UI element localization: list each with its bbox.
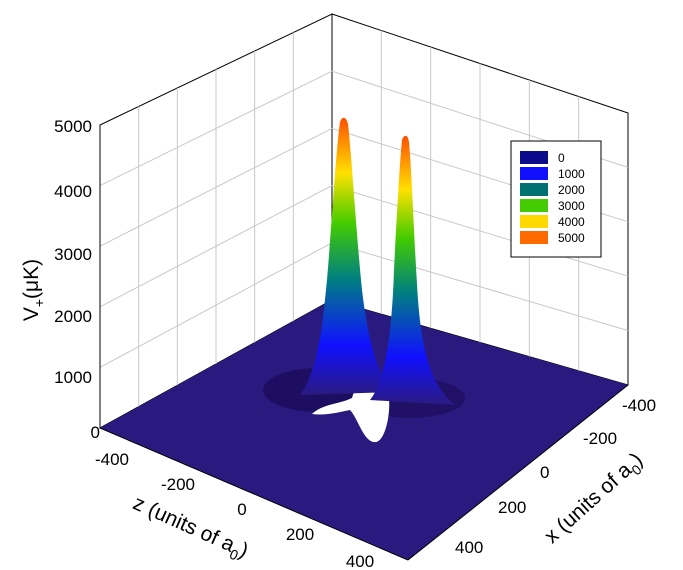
z-axis-title: z (units of a0): [128, 491, 252, 566]
v-tick-label: 1000: [54, 368, 92, 387]
legend: 0 1000 2000 3000 4000 5000: [510, 140, 602, 258]
legend-swatch: [520, 199, 548, 212]
x-tick-label: -400: [622, 396, 656, 415]
z-tick-label: -200: [161, 475, 195, 494]
legend-label: 1000: [558, 167, 585, 181]
peak-left: [300, 117, 392, 396]
v-tick-label: 2000: [54, 307, 92, 326]
x-axis-ticks: -400 -200 0 200 400: [455, 396, 656, 557]
z-tick-label: 0: [237, 500, 246, 519]
x-tick-label: 400: [455, 538, 483, 557]
z-tick-label: -400: [95, 450, 129, 469]
z-tick-label: 200: [286, 525, 314, 544]
surface-gap: [312, 376, 390, 443]
v-tick-label: 5000: [54, 117, 92, 136]
legend-label: 0: [558, 151, 565, 165]
v-axis-title: V+(μK): [20, 259, 47, 321]
legend-label: 5000: [558, 231, 585, 245]
front-floor-edge-left: [99, 427, 409, 561]
legend-label: 3000: [558, 199, 585, 213]
x-tick-label: -200: [583, 429, 617, 448]
legend-label: 2000: [558, 183, 585, 197]
legend-swatch: [520, 183, 548, 196]
z-tick-label: 400: [346, 552, 374, 570]
z-axis-ticks: -400 -200 0 200 400: [95, 450, 374, 570]
front-floor-edge-right: [407, 384, 629, 561]
v-axis-ticks: 5000 4000 3000 2000 1000 0: [54, 117, 100, 442]
legend-label: 4000: [558, 215, 585, 229]
legend-swatch: [520, 167, 548, 180]
legend-swatch: [520, 215, 548, 228]
v-tick-label: 4000: [54, 182, 92, 201]
v-tick-label: 3000: [54, 245, 92, 264]
legend-swatch: [520, 231, 548, 244]
x-axis-title: x (units of a0): [540, 448, 650, 551]
legend-swatch: [520, 151, 548, 164]
v-tick-label: 0: [91, 423, 100, 442]
peak-right: [370, 135, 455, 405]
legend-items: 0 1000 2000 3000 4000 5000: [520, 151, 585, 245]
x-tick-label: 200: [498, 498, 526, 517]
x-tick-label: 0: [540, 463, 549, 482]
